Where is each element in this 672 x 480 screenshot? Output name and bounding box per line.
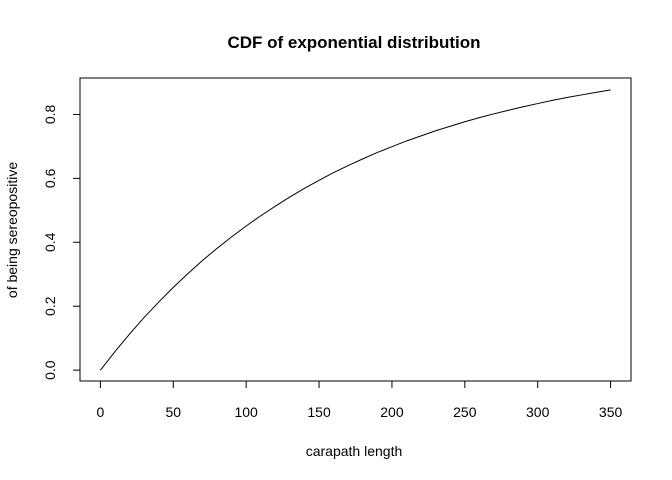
y-tick-label: 0.8 — [42, 104, 58, 124]
series-line — [100, 89, 611, 371]
y-tick-label: 0.0 — [42, 360, 58, 380]
x-tick-label: 300 — [526, 404, 550, 420]
y-tick-label: 0.2 — [42, 296, 58, 316]
x-tick-label: 150 — [307, 404, 331, 420]
x-tick-label: 200 — [380, 404, 404, 420]
plot-area-frame — [79, 77, 632, 382]
x-tick-label: 100 — [234, 404, 258, 420]
y-axis: 0.0 0.2 0.4 0.6 0.8 — [42, 104, 81, 380]
chart-title: CDF of exponential distribution — [227, 33, 480, 52]
y-tick-label: 0.4 — [42, 232, 58, 252]
y-tick-label: 0.6 — [42, 168, 58, 188]
x-axis: 0 50 100 150 200 250 300 350 — [97, 380, 623, 420]
x-axis-label: carapath length — [306, 443, 403, 459]
x-tick-label: 0 — [97, 404, 105, 420]
x-tick-label: 50 — [166, 404, 182, 420]
x-tick-label: 350 — [599, 404, 623, 420]
y-axis-label-line-2: of being sereopositive — [4, 162, 20, 298]
x-tick-label: 250 — [453, 404, 477, 420]
series-layer — [100, 89, 611, 371]
